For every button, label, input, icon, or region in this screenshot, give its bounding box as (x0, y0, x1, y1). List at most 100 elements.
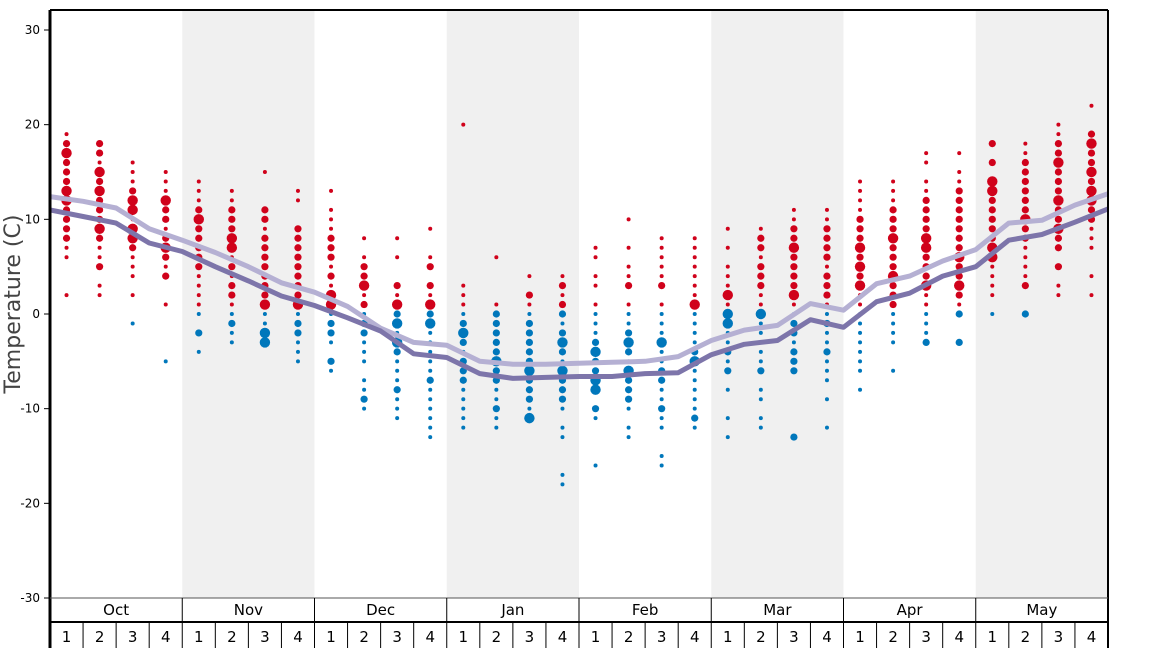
warm-dot (988, 225, 996, 233)
warm-dot (1089, 245, 1094, 250)
cold-dot (395, 416, 400, 421)
cold-dot (593, 330, 598, 335)
cold-dot (228, 319, 236, 328)
warm-dot (858, 198, 863, 203)
cold-dot (494, 387, 499, 392)
cold-dot (924, 312, 929, 316)
cold-dot (395, 368, 400, 373)
cold-dot (524, 365, 535, 376)
warm-dot (358, 280, 370, 291)
warm-dot (1089, 293, 1094, 298)
cold-dot (722, 318, 733, 329)
cold-dot (955, 310, 963, 318)
cold-dot (195, 329, 203, 337)
month-label-may: May (1026, 601, 1057, 619)
cold-dot (130, 321, 135, 326)
cold-dot (824, 368, 829, 373)
warm-dot (725, 245, 730, 250)
warm-dot (924, 188, 929, 193)
warm-dot (889, 263, 897, 271)
warm-dot (558, 282, 567, 290)
warm-dot (130, 160, 135, 165)
cold-dot (790, 433, 798, 441)
cold-dot (295, 340, 300, 345)
warm-dot (228, 225, 236, 233)
month-shading (182, 10, 1108, 598)
cold-dot (891, 321, 896, 326)
warm-dot (659, 302, 664, 307)
warm-dot (1086, 166, 1097, 178)
warm-dot (955, 244, 963, 252)
cold-dot (824, 425, 829, 430)
warm-dot (988, 215, 996, 223)
warm-dot (854, 261, 866, 272)
cold-dot (560, 321, 565, 326)
warm-dot (329, 207, 334, 212)
warm-dot (824, 217, 829, 222)
cold-dot (428, 397, 433, 402)
cold-dot (692, 397, 697, 402)
warm-dot (955, 215, 963, 223)
warm-dot (823, 253, 831, 261)
cold-dot (955, 338, 963, 346)
warm-dot (725, 264, 730, 269)
warm-dot (725, 226, 730, 231)
warm-dot (362, 236, 367, 241)
warm-dot (262, 170, 267, 174)
cold-dot (624, 329, 633, 337)
warm-dot (854, 280, 866, 291)
warm-dot (659, 245, 664, 250)
cold-dot (659, 321, 664, 326)
warm-dot (856, 253, 864, 261)
warm-dot (1023, 255, 1028, 260)
warm-dot (1056, 132, 1061, 137)
warm-dot (990, 293, 995, 298)
cold-dot (924, 330, 929, 335)
warm-dot (990, 283, 995, 288)
warm-dot (560, 293, 565, 298)
warm-dot (889, 300, 897, 309)
warm-dot (527, 274, 532, 279)
cold-dot (525, 319, 534, 328)
cold-dot (492, 348, 500, 356)
cold-dot (395, 397, 400, 402)
warm-dot (97, 245, 102, 250)
cold-dot (659, 425, 664, 430)
week-label: 3 (392, 628, 402, 646)
warm-dot (626, 217, 631, 222)
warm-dot (1089, 236, 1094, 241)
cold-dot (891, 368, 896, 373)
cold-dot (558, 310, 567, 318)
warm-dot (1054, 168, 1063, 176)
warm-dot (62, 158, 71, 167)
week-label: 1 (723, 628, 733, 646)
cold-dot (428, 435, 433, 440)
warm-dot (988, 140, 996, 148)
warm-dot (1021, 177, 1029, 186)
warm-dot (1053, 195, 1064, 206)
cold-dot (492, 338, 500, 346)
warm-dot (395, 293, 400, 298)
warm-dot (722, 289, 733, 301)
warm-dot (261, 291, 269, 299)
warm-dot (626, 274, 631, 279)
cold-dot (623, 337, 634, 348)
warm-dot (988, 158, 996, 167)
cold-dot (758, 321, 763, 326)
cold-dot (527, 312, 532, 316)
warm-dot (689, 299, 700, 310)
warm-dot (758, 255, 763, 260)
warm-dot (1054, 263, 1063, 271)
cold-dot (757, 367, 765, 375)
warm-dot (1021, 282, 1029, 290)
warm-dot (791, 217, 796, 222)
warm-dot (97, 160, 102, 165)
warm-dot (1023, 274, 1028, 279)
warm-dot (527, 302, 532, 307)
warm-dot (229, 198, 234, 203)
warm-dot (955, 196, 963, 204)
warm-dot (1087, 149, 1096, 157)
cold-dot (327, 329, 335, 337)
cold-dot (692, 321, 697, 326)
warm-dot (823, 225, 831, 233)
